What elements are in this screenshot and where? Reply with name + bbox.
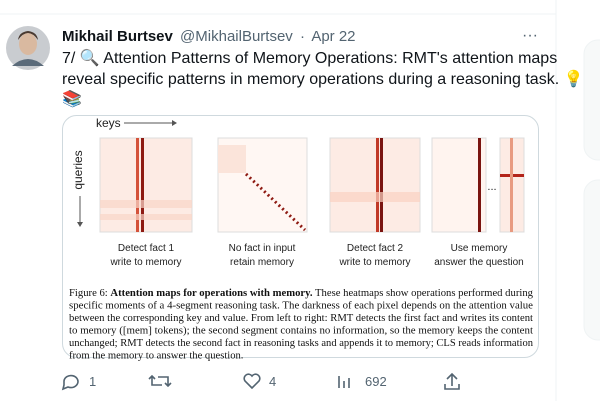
ellipsis: ... [487,181,496,193]
separator: · [300,28,305,45]
caption-line: unchanged; RMT detects the second fact i… [69,338,534,349]
author-handle[interactable]: @MikhailBurtsev [180,28,293,45]
panel-label: answer the question [434,257,524,268]
caption-prefix: Figure 6: [69,288,108,299]
action-icons [61,372,460,391]
date[interactable]: Apr 22 [311,28,355,45]
like-count: 4 [269,374,276,389]
heatmap [329,137,421,233]
tweet-text: 7/ 🔍 Attention Patterns of Memory Operat… [62,47,557,67]
heatmap [217,137,308,233]
view-count: 692 [365,374,387,389]
panel-label: write to memory [338,257,410,268]
share-icon[interactable] [444,372,460,390]
retweet-icon[interactable] [148,374,172,388]
panel-labels: Detect fact 1 write to memory No fact in i… [109,243,523,268]
caption-line: between the corresponding key and value.… [69,313,533,324]
author-name[interactable]: Mikhail Burtsev [62,28,174,45]
panel-label: Use memory [451,243,508,254]
keys-label: keys [96,116,121,130]
keys-arrow-head [172,120,177,126]
reply-icon[interactable] [61,374,79,391]
heatmap [99,137,193,233]
tweet-text: reveal specific patterns in memory opera… [62,69,584,88]
panel-label: write to memory [109,257,181,268]
queries-label: queries [71,150,85,189]
caption-text: These heatmaps show operations performed… [315,288,534,299]
heatmap [431,137,525,233]
more-button[interactable]: ··· [522,27,538,44]
sidebar-card [583,39,600,161]
caption: Figure 6: Attention maps for operations … [69,288,534,362]
panel-label: retain memory [230,257,294,268]
like-icon[interactable] [243,373,261,390]
reply-count: 1 [89,374,96,389]
panel-label: Detect fact 2 [347,243,404,254]
panel-label: Detect fact 1 [118,243,175,254]
panel-label: No fact in input [229,243,296,254]
caption-line: specific moments of a 4-segment reasonin… [69,301,533,312]
queries-arrow-head [77,222,83,227]
sidebar-card [583,179,600,341]
header: Mikhail Burtsev @MikhailBurtsev · Apr 22 [62,28,356,45]
views-icon[interactable] [338,376,350,388]
caption-line: from the memory to answer the question. [69,351,243,362]
caption-line: to memory ([mem] tokens); the second seg… [69,326,533,337]
tweet-text: 📚 [62,90,82,108]
caption-line: Figure 6: Attention maps for operations … [69,288,534,299]
avatar[interactable] [6,26,50,70]
caption-title: Attention maps for operations with memor… [110,288,312,299]
